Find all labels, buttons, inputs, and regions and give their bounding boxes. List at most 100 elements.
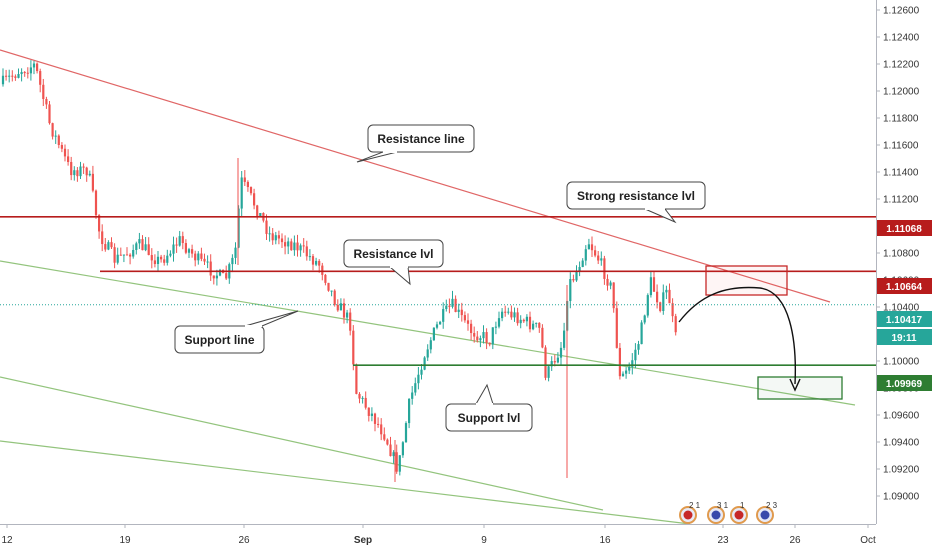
price-tag-label: 1.10664	[886, 282, 923, 293]
x-tick-label[interactable]: Oct	[860, 535, 876, 546]
price-tag-label: 1.11068	[886, 224, 922, 235]
y-tick-label[interactable]: 1.11800	[883, 114, 919, 125]
candle-up	[625, 370, 628, 374]
event-markers[interactable]: 2 1 3 1 1 2 3	[679, 501, 778, 524]
candle-down	[94, 190, 98, 216]
candle-down	[367, 407, 370, 416]
candle-down	[352, 330, 355, 365]
candle-up	[215, 275, 218, 279]
candle-down	[85, 167, 88, 176]
candle-down	[652, 277, 656, 292]
event-count-label[interactable]: 2 1	[689, 501, 701, 510]
candle-up	[29, 67, 32, 74]
candle-down	[373, 413, 377, 424]
y-tick-label[interactable]: 1.11400	[883, 168, 919, 179]
candle-up	[649, 277, 652, 296]
candle-down	[327, 282, 330, 291]
callout-support-line-label: Support line	[185, 333, 255, 347]
candle-up	[8, 75, 11, 77]
candle-up	[587, 244, 590, 250]
candle-up	[451, 298, 454, 307]
candle-up	[432, 327, 435, 341]
candles	[1, 60, 677, 482]
candle-up	[169, 253, 172, 256]
event-count-label[interactable]: 3 1	[717, 501, 729, 510]
callout-support-line-pointer	[244, 310, 299, 327]
candle-up	[482, 332, 485, 339]
y-tick-label[interactable]: 1.12400	[883, 33, 920, 44]
x-tick-label[interactable]: 16	[599, 535, 611, 546]
candle-down	[175, 244, 178, 246]
candle-down	[11, 75, 14, 77]
candle-up	[330, 290, 333, 292]
y-tick-label[interactable]: 1.10000	[883, 357, 920, 368]
y-tick-label[interactable]: 1.11200	[883, 195, 919, 206]
y-tick-label[interactable]: 1.09400	[883, 438, 920, 449]
event-count-label[interactable]: 1	[740, 501, 745, 510]
candle-down	[39, 71, 42, 85]
candle-up	[178, 236, 181, 246]
arrow-head-icon	[789, 378, 801, 392]
candle-up	[370, 413, 373, 416]
y-tick-label[interactable]: 1.09000	[883, 492, 920, 503]
candle-down	[510, 311, 513, 318]
candle-up	[293, 242, 296, 251]
candle-down	[253, 193, 256, 206]
candle-up	[308, 256, 311, 258]
candle-down	[383, 434, 386, 440]
candle-down	[516, 312, 519, 324]
x-tick-label[interactable]: 23	[717, 535, 729, 546]
candle-up	[665, 289, 668, 293]
candle-down	[256, 205, 259, 217]
y-tick-label[interactable]: 1.09600	[883, 411, 920, 422]
y-tick-label[interactable]: 1.12600	[883, 6, 920, 17]
flag-icon[interactable]	[683, 510, 693, 520]
candle-down	[225, 273, 228, 279]
y-tick-label[interactable]: 1.12000	[883, 87, 920, 98]
callout-resistance-line-label: Resistance line	[377, 132, 465, 146]
flag-icon[interactable]	[734, 510, 744, 520]
candle-up	[20, 72, 23, 75]
y-tick-label[interactable]: 1.10400	[883, 303, 920, 314]
candle-up	[156, 256, 160, 265]
y-tick-label[interactable]: 1.11600	[883, 141, 919, 152]
x-axis[interactable]: 12 19 26 Sep 9 16 23 26 Oct	[0, 524, 876, 546]
x-tick-label[interactable]: 26	[238, 535, 250, 546]
candle-up	[240, 177, 243, 209]
y-tick-label[interactable]: 1.10800	[883, 249, 920, 260]
candle-down	[147, 244, 150, 256]
candle-up	[73, 170, 76, 176]
candle-up	[54, 135, 57, 137]
event-count-label[interactable]: 2 3	[766, 501, 778, 510]
trendlines	[0, 49, 856, 525]
candle-up	[581, 260, 584, 267]
x-tick-label[interactable]: 9	[481, 535, 487, 546]
y-tick-label[interactable]: 1.12200	[883, 60, 920, 71]
x-tick-label[interactable]: 26	[789, 535, 801, 546]
candle-up	[411, 392, 414, 399]
candle-down	[14, 76, 17, 78]
levels	[0, 216, 876, 366]
candle-down	[321, 265, 324, 275]
x-tick-label[interactable]: 19	[119, 535, 131, 546]
flag-icon[interactable]	[760, 510, 770, 520]
y-tick-label[interactable]: 1.09200	[883, 465, 920, 476]
candle-up	[584, 249, 587, 261]
candle-down	[349, 312, 352, 331]
candle-down	[194, 253, 197, 261]
candle-down	[476, 336, 479, 341]
candle-up	[426, 349, 429, 358]
candle-up	[268, 233, 271, 235]
candle-up	[1, 75, 5, 85]
candle-down	[181, 236, 184, 244]
candle-down	[358, 393, 361, 399]
candle-down	[597, 255, 600, 261]
candle-down	[541, 327, 544, 348]
candle-down	[668, 289, 671, 304]
candle-up	[634, 349, 637, 361]
x-tick-label[interactable]: Sep	[354, 535, 372, 546]
flag-icon[interactable]	[711, 510, 721, 520]
x-tick-label[interactable]: 12	[1, 535, 13, 546]
y-axis[interactable]: 1.12600 1.12400 1.12200 1.12000 1.11800 1.116…	[876, 0, 920, 524]
